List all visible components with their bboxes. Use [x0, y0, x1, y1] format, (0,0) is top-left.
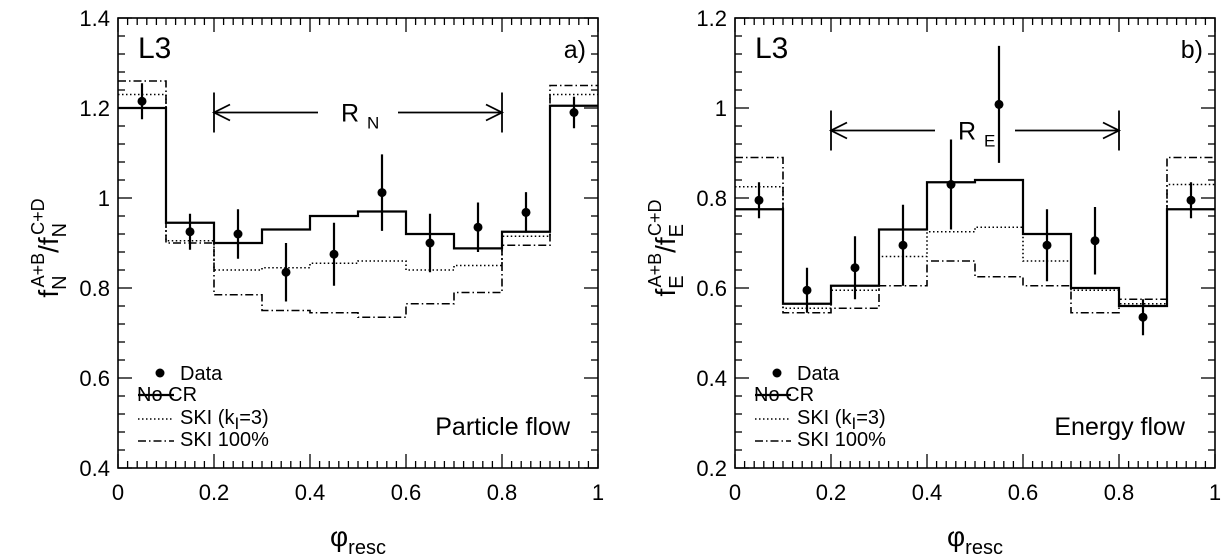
x-tick-label: 0.4	[295, 480, 326, 505]
y-tick-label: 1	[715, 96, 727, 121]
legend-data-label: Data	[797, 363, 840, 385]
data-point	[1138, 312, 1148, 322]
range-label: R	[341, 100, 359, 128]
data-point	[898, 240, 908, 250]
x-tick-label: 0.6	[391, 480, 422, 505]
legend-nocr-label: No CR	[137, 384, 197, 406]
data-point	[850, 263, 860, 273]
x-tick-label: 0.8	[487, 480, 518, 505]
range-label-sub: E	[984, 132, 995, 151]
y-tick-label: 0.6	[696, 276, 727, 301]
data-point	[569, 108, 579, 117]
legend-ski3-label: SKI (kI=3)	[797, 407, 886, 433]
x-tick-label: 1	[1209, 480, 1221, 505]
y-axis-label: fNA+B/fNC+D	[28, 198, 71, 297]
data-point	[521, 207, 531, 217]
experiment-label: L3	[138, 32, 171, 65]
data-point	[425, 238, 435, 248]
arrowhead-right	[485, 103, 505, 122]
legend-ski3-label: SKI (kI=3)	[180, 407, 269, 433]
data-point	[329, 249, 339, 259]
arrowhead-left	[211, 103, 231, 122]
x-tick-label: 0	[112, 480, 124, 505]
range-label-sub: N	[367, 114, 379, 133]
data-point	[1186, 195, 1196, 205]
legend-nocr-label: No CR	[754, 384, 814, 406]
legend-data-marker	[772, 368, 782, 378]
x-tick-label: 0.4	[912, 480, 943, 505]
series-dashdot-histogram	[118, 80, 598, 319]
data-point	[185, 227, 195, 237]
data-point	[473, 222, 483, 232]
y-tick-label: 1	[98, 186, 110, 211]
legend-data-label: Data	[180, 363, 223, 385]
x-tick-label: 0.2	[816, 480, 847, 505]
y-tick-label: 1.4	[79, 6, 110, 31]
data-point	[802, 285, 812, 295]
x-tick-label: 0.8	[1104, 480, 1135, 505]
range-label: R	[958, 118, 976, 146]
data-point	[1090, 236, 1100, 246]
data-point	[281, 267, 291, 277]
x-axis-label: φresc	[330, 521, 386, 557]
chart-panel-a: 0 0.2 0.4 0.6 0.8 1 0.4 0.6 0.8 1 1.2 1.4 R N L3 a) Part…	[28, 6, 604, 557]
data-point	[233, 229, 243, 239]
data-point	[946, 180, 956, 189]
panel-label: b)	[1181, 36, 1203, 64]
x-tick-label: 1	[592, 480, 604, 505]
x-tick-label: 0.6	[1008, 480, 1039, 505]
legend-data-marker	[155, 368, 165, 378]
y-tick-label: 0.4	[79, 456, 110, 481]
x-axis-label: φresc	[947, 521, 1003, 557]
data-point	[137, 96, 147, 106]
y-tick-label: 1.2	[696, 6, 727, 31]
x-tick-label: 0	[729, 480, 741, 505]
y-axis-label: fEA+B/fEC+D	[645, 199, 688, 296]
y-tick-label: 0.6	[79, 366, 110, 391]
panel-label: a)	[564, 36, 586, 64]
experiment-label: L3	[755, 32, 788, 65]
flow-label: Particle flow	[435, 413, 571, 441]
data-point	[754, 195, 764, 205]
chart-panel-b: 0 0.2 0.4 0.6 0.8 10.20.40.60.811.2R EL3 b)Ener…	[645, 6, 1221, 557]
legend-ski100-label: SKI 100%	[180, 429, 269, 451]
y-tick-label: 0.2	[696, 456, 727, 481]
y-tick-label: 0.4	[696, 366, 727, 391]
flow-label: Energy flow	[1054, 413, 1186, 441]
arrowhead-right	[1102, 121, 1122, 140]
arrowhead-left	[828, 121, 848, 140]
data-point	[1042, 240, 1052, 250]
series-dashdot-histogram	[735, 156, 1215, 314]
data-point	[994, 99, 1004, 109]
data-point	[377, 188, 387, 198]
legend-ski100-label: SKI 100%	[797, 429, 886, 451]
y-tick-label: 0.8	[696, 186, 727, 211]
series-solid-histogram	[118, 104, 598, 250]
y-tick-label: 1.2	[79, 96, 110, 121]
y-tick-label: 0.8	[79, 276, 110, 301]
x-tick-label: 0.2	[199, 480, 230, 505]
